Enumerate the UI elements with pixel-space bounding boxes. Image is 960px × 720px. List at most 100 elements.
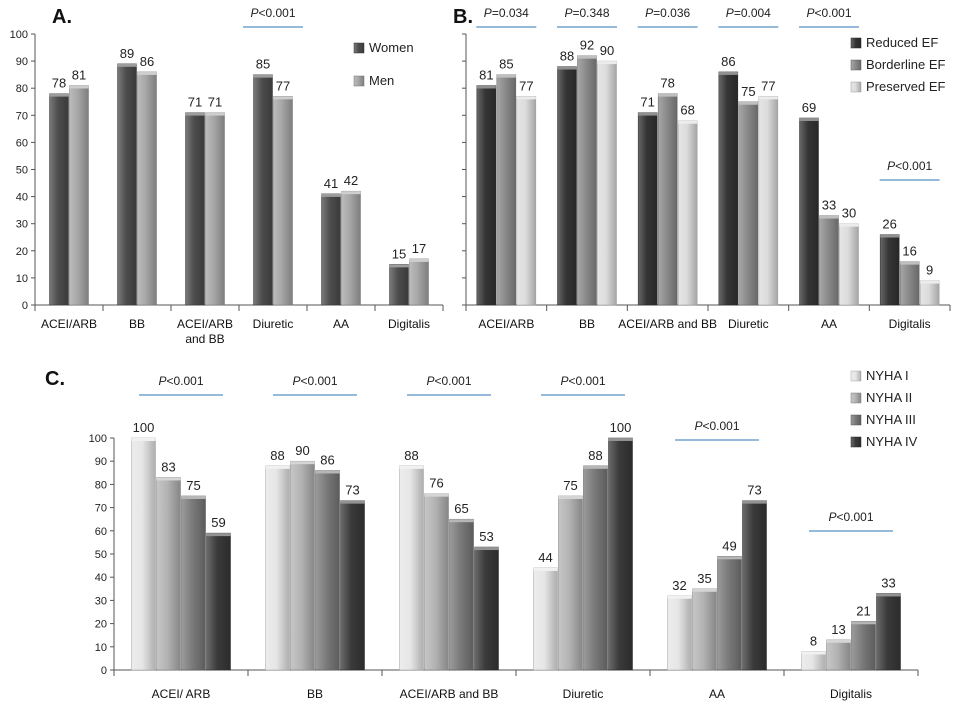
data-label: 88 [270,448,284,463]
bar [181,495,206,671]
data-label: 42 [344,173,358,188]
bar-cap [658,93,678,97]
legend-swatch [353,75,365,87]
p-symbol: P [560,374,568,388]
y-tick-label: 70 [95,503,107,515]
p-value-label: P<0.001 [426,374,471,388]
data-label: 8 [810,633,817,648]
p-symbol: P [806,6,814,20]
x-tick-label: AA [333,317,349,331]
bar [206,532,231,671]
bar-cap [321,193,341,197]
legend-swatch [850,59,862,71]
bar-cap [273,96,293,100]
x-tick-label: AA [821,317,837,331]
bar-cap [742,500,767,504]
bar-cap [315,470,340,474]
bar [608,437,633,671]
p-value-label: P<0.001 [560,374,605,388]
bar-cap [819,215,839,219]
p-value-text: <0.001 [814,6,851,20]
x-tick-label: ACEI/ARB [478,317,534,331]
bar [717,556,742,671]
y-tick-label: 40 [95,572,107,584]
y-tick-label: 90 [16,56,28,68]
p-value-text: <0.001 [702,419,739,433]
data-label: 100 [610,420,632,435]
bar [557,66,577,306]
p-value-text: =0.036 [653,6,690,20]
bar-cap [876,593,901,597]
p-value-text: <0.001 [895,159,932,173]
data-label: 88 [588,448,602,463]
p-value-text: <0.001 [568,374,605,388]
bar [290,460,315,671]
bar [156,477,181,671]
bar [819,215,839,306]
bar [577,55,597,306]
bar-cap [583,465,608,469]
bar [742,500,767,671]
y-tick-label: 60 [16,137,28,149]
p-value-label: P=0.034 [484,6,529,20]
data-label: 88 [560,49,574,64]
bar-cap [799,118,819,122]
data-label: 71 [188,95,202,110]
legend-label: NYHA II [866,390,912,405]
bar [321,193,341,306]
p-value-text: <0.001 [434,374,471,388]
panel-label: C. [45,368,65,390]
data-label: 75 [563,478,577,493]
bar [583,465,608,671]
bar-cap [49,93,69,97]
bar [677,120,698,306]
p-symbol: P [828,510,836,524]
bar [516,96,537,306]
bar [533,567,558,671]
panel-label: A. [52,6,72,28]
bar [449,518,474,671]
data-label: 100 [133,420,155,435]
legend-label: Men [369,73,394,88]
p-value-text: =0.348 [572,6,609,20]
bar-cap [851,621,876,625]
data-label: 77 [519,78,533,93]
p-symbol: P [292,374,300,388]
data-label: 65 [454,501,468,516]
bar-cap [137,71,157,75]
bar [839,223,859,306]
data-label: 16 [902,244,916,259]
bar [738,101,759,306]
p-value-label: P<0.001 [250,6,295,20]
bar [657,93,678,306]
bar [49,93,69,306]
x-tick-label: Digitalis [388,317,430,331]
bar-cap [117,63,137,67]
x-tick-label: Diuretic [253,317,294,331]
p-value-label: P<0.001 [292,374,337,388]
bar [253,74,273,306]
data-label: 90 [295,443,309,458]
p-value-text: <0.001 [836,510,873,524]
data-label: 76 [429,476,443,491]
bar-cap [496,74,516,78]
data-label: 75 [741,84,755,99]
bar-cap [839,223,859,227]
legend-swatch [850,436,862,448]
bar [273,96,293,306]
p-value-text: <0.001 [300,374,337,388]
p-symbol: P [694,419,702,433]
x-tick-label: ACEI/ARB [41,317,97,331]
p-value-text: <0.001 [258,6,295,20]
bar [205,112,225,306]
bar [131,437,156,671]
x-tick-label: ACEI/ARB and BB [400,687,499,701]
p-value-label: P=0.036 [645,6,690,20]
x-tick-label: BB [307,687,323,701]
bar-cap [717,556,742,560]
bar-cap [558,496,583,499]
bar-cap [341,191,361,195]
data-label: 35 [697,571,711,586]
y-tick-label: 70 [16,110,28,122]
bar [667,595,692,671]
